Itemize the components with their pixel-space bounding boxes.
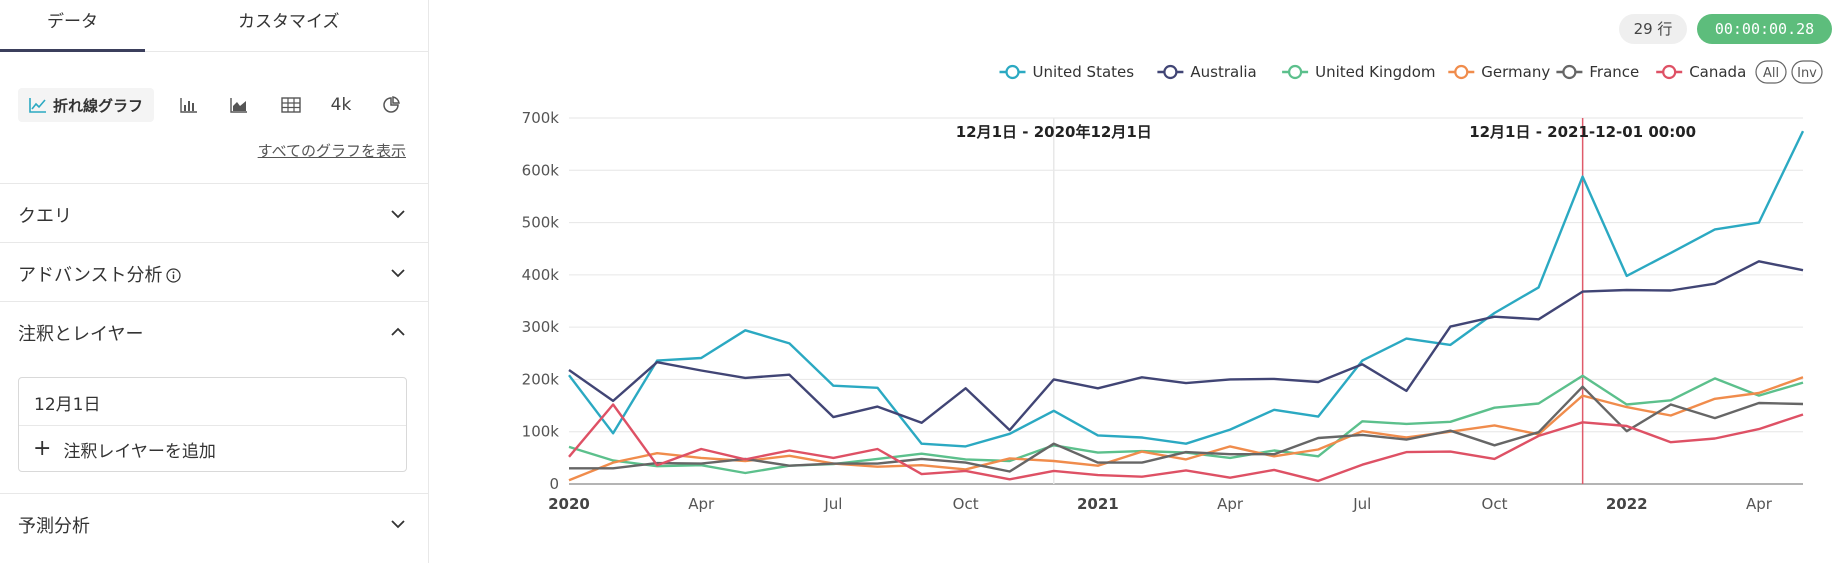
legend-marker (1562, 64, 1577, 80)
series-line-france (569, 385, 1804, 473)
x-tick-label: Apr (1746, 495, 1773, 513)
y-tick-label: 700k (522, 109, 560, 127)
active-tab-indicator (0, 49, 145, 52)
y-tick-label: 400k (522, 266, 560, 284)
x-tick-label: Apr (1217, 495, 1244, 513)
y-tick-label: 600k (522, 161, 560, 179)
series-line-united-states (568, 130, 1805, 448)
legend-label: Canada (1689, 63, 1746, 81)
legend-label: United States (1033, 63, 1135, 81)
legend-all-button[interactable]: All (1755, 60, 1787, 84)
y-tick-label: 100k (522, 423, 560, 441)
info-icon[interactable] (165, 268, 181, 283)
x-tick-label: 2022 (1606, 495, 1648, 513)
legend-item[interactable]: Australia (1157, 63, 1257, 81)
tab-customize[interactable]: カスタマイズ (145, 0, 428, 52)
x-tick-label: Apr (688, 495, 715, 513)
bar-chart-button[interactable] (174, 88, 204, 122)
x-tick-label: Jul (823, 495, 842, 513)
legend-label: France (1589, 63, 1639, 81)
chart-type-selector: 折れ線グラフ 4k (18, 88, 413, 122)
section-forecast-label: 予測分析 (18, 516, 90, 537)
x-tick-label: Oct (1482, 495, 1508, 513)
legend-toggle-pill (1755, 60, 1787, 84)
area-chart-icon (230, 98, 247, 113)
legend-label: Germany (1481, 63, 1550, 81)
legend-item[interactable]: United States (999, 63, 1135, 81)
annotation-label: 12月1日 - 2020年12月1日 (956, 123, 1152, 141)
line-chart: 0 100k 200k 300k 400k 500k 600k 700k 2020 Apr Jul O… (522, 60, 1823, 513)
legend-marker (1287, 64, 1303, 80)
section-query-label: クエリ (18, 206, 72, 227)
show-all-charts-link[interactable]: すべてのグラフを表示 (257, 142, 406, 160)
legend-inv-button[interactable]: Inv (1791, 60, 1823, 84)
big-number-button[interactable]: 4k (324, 88, 358, 122)
y-tick-label: 500k (522, 214, 560, 232)
section-query[interactable]: クエリ (0, 183, 428, 242)
legend-item[interactable]: France (1556, 63, 1639, 81)
tab-data[interactable]: データ (47, 12, 98, 32)
line-chart-button[interactable]: 折れ線グラフ (18, 88, 154, 122)
section-advanced-label: アドバンスト分析 (18, 261, 181, 287)
legend-marker (1454, 64, 1469, 80)
area-chart-button[interactable] (224, 88, 254, 122)
legend-toggle-label: Inv (1797, 66, 1817, 81)
x-tick-label: Oct (953, 495, 979, 513)
legend-label: United Kingdom (1315, 63, 1435, 81)
table-button[interactable] (276, 88, 306, 122)
add-annotation-layer-button[interactable]: + 注釈レイヤーを追加 (33, 434, 216, 464)
advanced-label-text: アドバンスト分析 (18, 265, 163, 286)
annotation-layer-list: 12月1日 + 注釈レイヤーを追加 (18, 377, 407, 472)
x-tick-label: 2021 (1077, 495, 1119, 513)
y-tick-label: 300k (522, 318, 560, 336)
annotation-layer-item[interactable]: 12月1日 (34, 395, 101, 415)
legend-marker (1005, 64, 1020, 80)
legend-toggle-label: All (1763, 66, 1779, 81)
legend-toggle-pill (1791, 60, 1823, 84)
section-annotations-label: 注釈とレイヤー (18, 324, 144, 345)
chevron-up-icon (391, 327, 405, 336)
chevron-down-icon (391, 520, 405, 529)
tab-customize-label: カスタマイズ (238, 12, 340, 32)
add-annotation-layer-label: 注釈レイヤーを追加 (63, 441, 216, 462)
chevron-down-icon (391, 269, 405, 278)
pie-chart-icon (383, 96, 400, 113)
series-line-australia (568, 260, 1804, 432)
annotation-label: 12月1日 - 2021-12-01 00:00 (1469, 123, 1696, 141)
plus-icon: + (33, 436, 52, 461)
legend-item[interactable]: United Kingdom (1282, 63, 1436, 81)
x-tick-label: Jul (1352, 495, 1371, 513)
chevron-down-icon (391, 210, 405, 219)
section-advanced-analytics[interactable]: アドバンスト分析 (0, 242, 428, 301)
line-chart-icon (29, 98, 46, 113)
divider (19, 425, 406, 426)
table-icon (281, 97, 301, 113)
series-line-canada (568, 403, 1804, 483)
series-line-germany (568, 376, 1804, 482)
number-icon: 4k (330, 95, 352, 115)
line-chart-label: 折れ線グラフ (52, 96, 143, 115)
y-tick-label: 0 (549, 475, 559, 493)
bar-chart-icon (180, 98, 197, 113)
legend-item[interactable]: Canada (1656, 63, 1746, 81)
y-tick-label: 200k (522, 370, 560, 388)
query-timer-badge: 00:00:00.28 (1697, 14, 1832, 44)
section-forecast[interactable]: 予測分析 (0, 493, 428, 552)
settings-panel: データ カスタマイズ 折れ線グラフ (0, 0, 429, 563)
row-count-badge: 29 行 (1619, 14, 1687, 44)
pie-chart-button[interactable] (376, 88, 406, 122)
legend-item[interactable]: Germany (1448, 63, 1550, 81)
legend-marker (1163, 64, 1178, 80)
x-tick-label: 2020 (548, 495, 590, 513)
section-annotations[interactable]: 注釈とレイヤー (0, 301, 428, 360)
legend-marker (1662, 64, 1677, 80)
panel-tabs: データ カスタマイズ (0, 0, 428, 52)
legend-label: Australia (1190, 63, 1256, 81)
